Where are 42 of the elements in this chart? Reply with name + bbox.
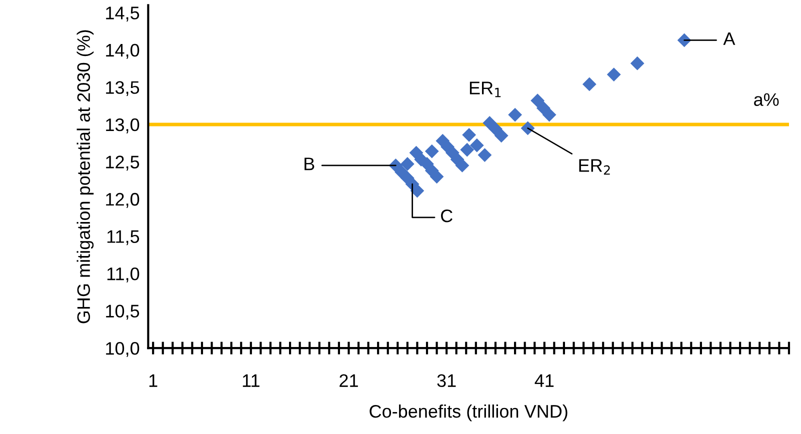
- point: [530, 94, 544, 108]
- y-tick-label: 12,0: [106, 192, 140, 208]
- point: [460, 142, 474, 157]
- y-tick-label: 11,5: [107, 230, 140, 246]
- annotation: B: [304, 158, 314, 170]
- point: [424, 144, 439, 158]
- point: [630, 56, 644, 70]
- point: [606, 68, 621, 82]
- annotation: C: [441, 209, 452, 222]
- y-tick-label: 12,5: [106, 156, 140, 171]
- y-tick-label: 14,5: [106, 6, 140, 22]
- y-tick-label: 13,0: [106, 118, 140, 134]
- x-tick-label: 21: [340, 374, 358, 387]
- x-tick-label: 11: [242, 374, 260, 387]
- annotation: ER$_{1}$: [470, 82, 501, 98]
- y-tick-label: 14,0: [106, 44, 140, 59]
- point: [455, 158, 470, 172]
- annotation: A: [723, 32, 736, 45]
- y-axis-title: GHG mitigation potential at 2030 (%): [76, 30, 94, 324]
- point: [508, 108, 522, 122]
- point: [430, 170, 444, 184]
- point: [520, 121, 535, 136]
- x-tick-label: 41: [534, 374, 554, 387]
- point: [488, 122, 502, 136]
- y-tick-label: 13,5: [106, 81, 140, 96]
- point: [462, 128, 476, 142]
- point: [470, 138, 484, 152]
- point: [400, 157, 414, 171]
- y-tick-label: 11,0: [107, 267, 140, 282]
- annotation: ER$_{2}$: [579, 159, 610, 175]
- point: [494, 128, 508, 143]
- point: [478, 148, 492, 162]
- ref-line-label: a%: [754, 93, 779, 106]
- point: [410, 184, 424, 198]
- x-tick-label: 1: [149, 374, 158, 387]
- y-tick-label: 10,0: [106, 342, 140, 357]
- point: [536, 101, 550, 116]
- point: [582, 77, 596, 92]
- point: [542, 108, 556, 122]
- y-tick-label: 10,5: [106, 304, 140, 320]
- x-tick-label: 31: [437, 374, 456, 388]
- x-axis-title: Co-benefits (trillion VND): [370, 404, 568, 422]
